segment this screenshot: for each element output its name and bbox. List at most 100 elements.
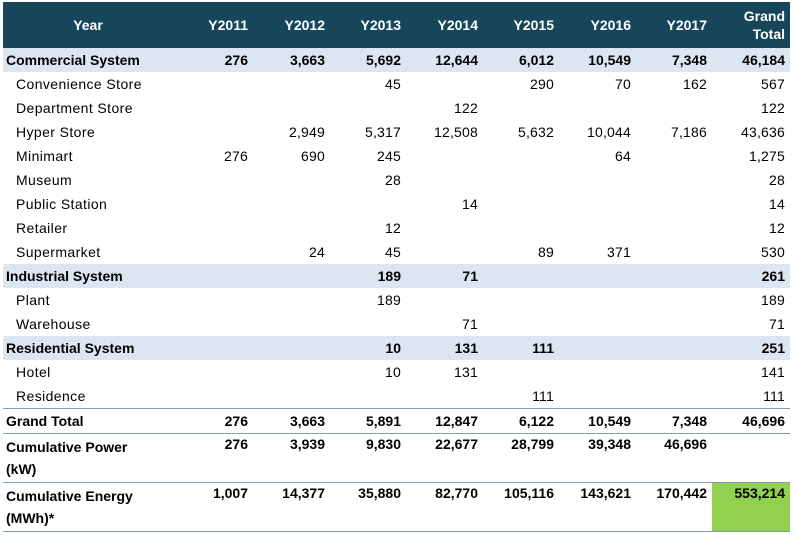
header-cell: Y2013: [330, 2, 406, 48]
empty-cell: [559, 168, 636, 192]
empty-cell: [559, 216, 636, 240]
value-cell: 111: [483, 336, 559, 360]
empty-cell: [636, 312, 712, 336]
header-cell: Y2017: [636, 2, 712, 48]
empty-cell: [636, 288, 712, 312]
value-cell: 12,644: [406, 48, 483, 72]
value-cell: 143,621: [559, 482, 636, 532]
header-cell: Y2011: [178, 2, 253, 48]
empty-cell: [636, 144, 712, 168]
table-row: Hotel 10 131 141: [3, 360, 790, 384]
value-cell: 70: [615, 76, 631, 92]
empty-cell: [483, 288, 559, 312]
value-cell: 7,348: [636, 408, 712, 434]
value-cell: 3,663: [253, 408, 330, 434]
empty-cell: [559, 96, 636, 120]
empty-cell: [178, 240, 253, 264]
value-cell: 276: [178, 433, 253, 483]
empty-cell: [636, 216, 712, 240]
value-cell: 10,044: [586, 124, 631, 140]
empty-cell: [406, 384, 483, 409]
value-cell: 5,632: [517, 124, 554, 140]
value-cell: 43,636: [740, 124, 785, 140]
header-row: Year Y2011 Y2012 Y2013 Y2014 Y2015 Y2016 Y2017 G…: [3, 2, 790, 48]
empty-cell: [559, 192, 636, 216]
value-cell: 6,012: [483, 48, 559, 72]
value-cell: 14,377: [253, 482, 330, 532]
empty-cell: [559, 384, 636, 409]
empty-cell: [636, 240, 712, 264]
empty-cell: [253, 288, 330, 312]
row-label: Department Store: [16, 100, 133, 116]
header-cell: Y2012: [253, 2, 330, 48]
empty-cell: [330, 96, 406, 120]
value-cell: 290: [530, 76, 554, 92]
row-label: Public Station: [16, 196, 108, 212]
table-row: Public Station 14 14: [3, 192, 790, 216]
value-cell: 46,696: [636, 433, 712, 483]
value-cell: 530: [761, 244, 785, 260]
header-cell: Y2016: [559, 2, 636, 48]
empty-cell: [483, 312, 559, 336]
row-label-text: Cumulative Energy (MWh)*: [6, 488, 133, 526]
row-label: Hyper Store: [16, 124, 96, 140]
value-cell: 35,880: [330, 482, 406, 532]
row-label: Minimart: [16, 148, 73, 164]
value-cell: 7,186: [670, 124, 707, 140]
empty-cell: [253, 360, 330, 384]
row-label: Convenience Store: [16, 76, 142, 92]
header-cell: Y2014: [406, 2, 483, 48]
table-row: Cumulative Energy (MWh)* 1,007 14,377 35,88…: [3, 482, 790, 532]
value-cell: 162: [683, 76, 707, 92]
empty-cell: [636, 192, 712, 216]
value-cell: 71: [406, 264, 483, 288]
empty-cell: [483, 144, 559, 168]
table-row: Industrial System 189 71 261: [3, 264, 790, 288]
empty-cell: [559, 336, 636, 360]
data-table: Year Y2011 Y2012 Y2013 Y2014 Y2015 Y2016 Y2017 G…: [3, 2, 790, 532]
value-cell: 189: [377, 292, 401, 308]
value-cell: 71: [462, 316, 478, 332]
table-row: Cumulative Power (kW) 276 3,939 9,830 22,677…: [3, 433, 790, 483]
value-cell: 12,508: [433, 124, 478, 140]
value-cell: 14: [769, 196, 785, 212]
value-cell: 371: [607, 244, 631, 260]
empty-cell: [483, 264, 559, 288]
empty-cell: [178, 96, 253, 120]
value-cell: 122: [454, 100, 478, 116]
value-cell: 82,770: [406, 482, 483, 532]
value-cell: 9,830: [330, 433, 406, 483]
empty-cell: [178, 312, 253, 336]
value-cell: 553,214: [712, 482, 790, 532]
empty-cell: [178, 72, 253, 96]
value-cell: 24: [309, 244, 325, 260]
value-cell: 14: [462, 196, 478, 212]
empty-cell: [712, 433, 790, 483]
value-cell: 5,317: [364, 124, 401, 140]
value-cell: 3,939: [253, 433, 330, 483]
empty-cell: [178, 168, 253, 192]
value-cell: 89: [538, 244, 554, 260]
table-row: Commercial System 276 3,663 5,692 12,644 6,01…: [3, 48, 790, 72]
empty-cell: [636, 96, 712, 120]
empty-cell: [559, 288, 636, 312]
empty-cell: [253, 336, 330, 360]
row-label: Retailer: [16, 220, 68, 236]
value-cell: 111: [532, 388, 554, 404]
table-row: Minimart 276 690 245 64 1,275: [3, 144, 790, 168]
empty-cell: [178, 120, 253, 144]
table-row: Hyper Store 2,949 5,317 12,508 5,632 10,044 7,…: [3, 120, 790, 144]
value-cell: 45: [385, 76, 401, 92]
empty-cell: [330, 192, 406, 216]
value-cell: 7,348: [636, 48, 712, 72]
row-label: Grand Total: [3, 408, 178, 434]
value-cell: 567: [761, 76, 785, 92]
value-cell: 131: [454, 364, 478, 380]
empty-cell: [178, 192, 253, 216]
empty-cell: [253, 384, 330, 409]
value-cell: 71: [769, 316, 785, 332]
row-label: Plant: [16, 292, 50, 308]
value-cell: 276: [178, 48, 253, 72]
empty-cell: [178, 360, 253, 384]
